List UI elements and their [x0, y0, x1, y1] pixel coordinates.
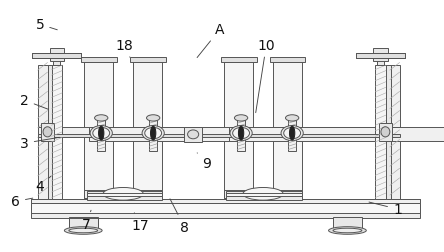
Ellipse shape [381, 127, 390, 137]
Ellipse shape [103, 188, 143, 200]
Ellipse shape [147, 115, 160, 122]
Ellipse shape [99, 127, 104, 141]
Text: A: A [197, 23, 225, 58]
Bar [38, 66, 48, 199]
Bar [333, 217, 362, 229]
Text: 8: 8 [170, 199, 189, 234]
Bar [184, 127, 202, 142]
Bar [38, 127, 400, 137]
Text: 3: 3 [20, 137, 59, 151]
Bar [89, 127, 246, 141]
Ellipse shape [289, 127, 295, 141]
Ellipse shape [288, 132, 296, 137]
Ellipse shape [237, 132, 245, 137]
Bar [69, 217, 98, 229]
Bar [273, 63, 302, 198]
Bar [97, 116, 105, 151]
Ellipse shape [234, 115, 248, 122]
Text: 4: 4 [36, 176, 51, 194]
Bar [377, 55, 384, 66]
Ellipse shape [151, 127, 156, 141]
Bar [390, 66, 400, 199]
Bar [224, 190, 302, 198]
Bar [41, 123, 54, 141]
Ellipse shape [64, 227, 102, 234]
Text: 18: 18 [115, 38, 133, 58]
Bar [31, 199, 420, 203]
Text: 1: 1 [369, 202, 402, 216]
Ellipse shape [284, 128, 301, 139]
Ellipse shape [43, 127, 52, 137]
Ellipse shape [95, 115, 108, 122]
Bar [84, 63, 113, 198]
Bar [31, 203, 420, 213]
Bar [379, 123, 392, 141]
Ellipse shape [230, 126, 252, 141]
Bar [38, 134, 400, 137]
Bar [356, 54, 405, 59]
Text: 7: 7 [82, 210, 91, 231]
Ellipse shape [93, 128, 110, 139]
Ellipse shape [243, 188, 283, 200]
Bar [226, 192, 302, 200]
Ellipse shape [187, 131, 198, 139]
Bar [373, 49, 388, 62]
Ellipse shape [142, 126, 164, 141]
Ellipse shape [329, 227, 366, 234]
Bar [385, 66, 391, 199]
Bar [375, 66, 386, 199]
Bar [50, 49, 64, 62]
Bar [130, 57, 166, 63]
Text: 5: 5 [36, 18, 57, 32]
Ellipse shape [333, 228, 362, 233]
Text: 6: 6 [11, 195, 33, 209]
Bar [149, 116, 157, 151]
Bar [32, 54, 81, 59]
Bar [224, 63, 253, 198]
Ellipse shape [90, 126, 112, 141]
Text: 9: 9 [197, 153, 211, 171]
Bar [221, 57, 257, 63]
Ellipse shape [281, 126, 303, 141]
Text: 17: 17 [131, 213, 149, 233]
Bar [81, 57, 117, 63]
Ellipse shape [238, 127, 244, 141]
Text: 10: 10 [256, 38, 275, 113]
Bar [48, 66, 53, 199]
Bar [270, 57, 305, 63]
Bar [288, 116, 296, 151]
Ellipse shape [233, 128, 250, 139]
Bar [52, 66, 62, 199]
Bar [226, 194, 302, 197]
Ellipse shape [285, 115, 299, 122]
Bar [237, 116, 245, 151]
Bar [31, 199, 420, 218]
Bar [53, 55, 60, 66]
Text: 2: 2 [20, 94, 48, 110]
Bar [87, 192, 162, 200]
Ellipse shape [97, 132, 105, 137]
Ellipse shape [69, 228, 98, 233]
Bar [84, 190, 162, 198]
Ellipse shape [149, 132, 157, 137]
Bar [87, 194, 162, 197]
Ellipse shape [145, 128, 162, 139]
Bar [133, 63, 162, 198]
Bar [229, 127, 444, 141]
